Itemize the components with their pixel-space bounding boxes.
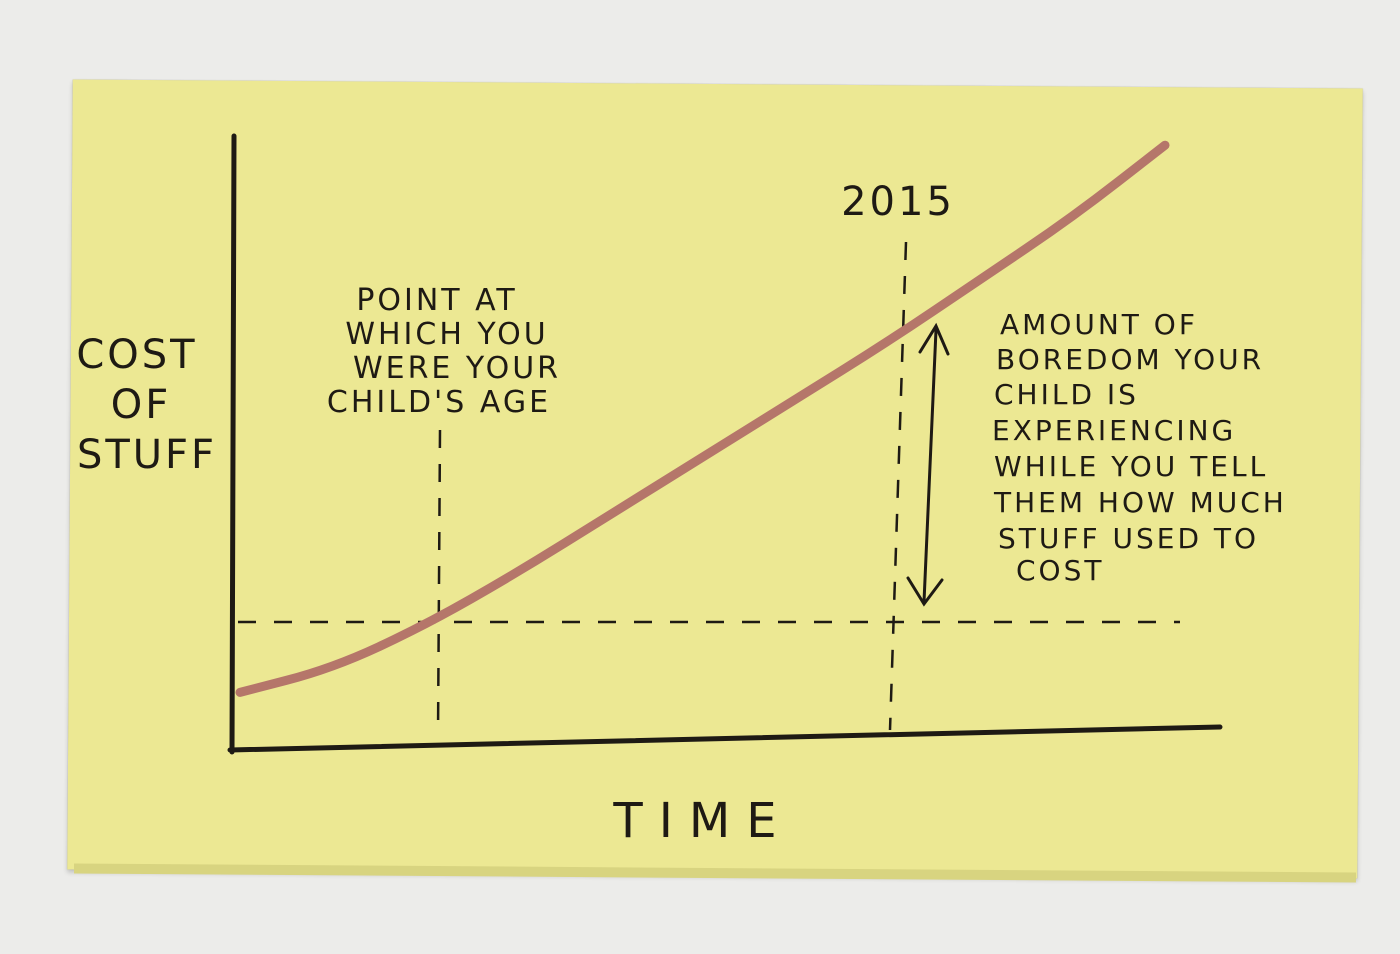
- series-line: [235, 140, 1170, 697]
- childhood-annotation: POINT AT WHICH YOU WERE YOUR CHILD'S AGE: [327, 283, 561, 420]
- y-axis-label-line-1: COST: [76, 332, 197, 378]
- childhood-annotation-line-4: CHILD'S AGE: [327, 385, 551, 420]
- year-marker-label: 2015: [841, 179, 955, 225]
- y-axis-label-line-3: STUFF: [77, 432, 217, 478]
- boredom-annotation-line-5: WHILE YOU TELL: [994, 450, 1268, 483]
- boredom-annotation-line-7: STUFF USED TO: [998, 522, 1259, 555]
- childhood-annotation-line-1: POINT AT: [356, 283, 517, 318]
- boredom-annotation: AMOUNT OF BOREDOM YOUR CHILD IS EXPERIEN…: [992, 308, 1287, 587]
- boredom-annotation-line-4: EXPERIENCING: [992, 414, 1236, 447]
- x-axis: [227, 724, 1223, 753]
- year-vertical-dashed-line: [888, 241, 908, 731]
- boredom-double-arrow: [906, 322, 950, 607]
- boredom-annotation-line-1: AMOUNT OF: [1000, 308, 1198, 341]
- childhood-annotation-line-2: WHICH YOU: [345, 317, 548, 352]
- x-axis-label: TIME: [612, 793, 792, 849]
- y-axis: [229, 133, 237, 755]
- boredom-annotation-line-3: CHILD IS: [994, 378, 1139, 411]
- y-axis-label: COST OF STUFF: [76, 332, 217, 478]
- y-axis-label-line-2: OF: [111, 382, 172, 428]
- childhood-vertical-dashed-line: [436, 429, 442, 736]
- boredom-annotation-line-8: COST: [1016, 554, 1104, 587]
- boredom-annotation-line-6: THEM HOW MUCH: [993, 486, 1287, 519]
- boredom-annotation-line-2: BOREDOM YOUR: [996, 343, 1264, 376]
- childhood-annotation-line-3: WERE YOUR: [353, 351, 561, 386]
